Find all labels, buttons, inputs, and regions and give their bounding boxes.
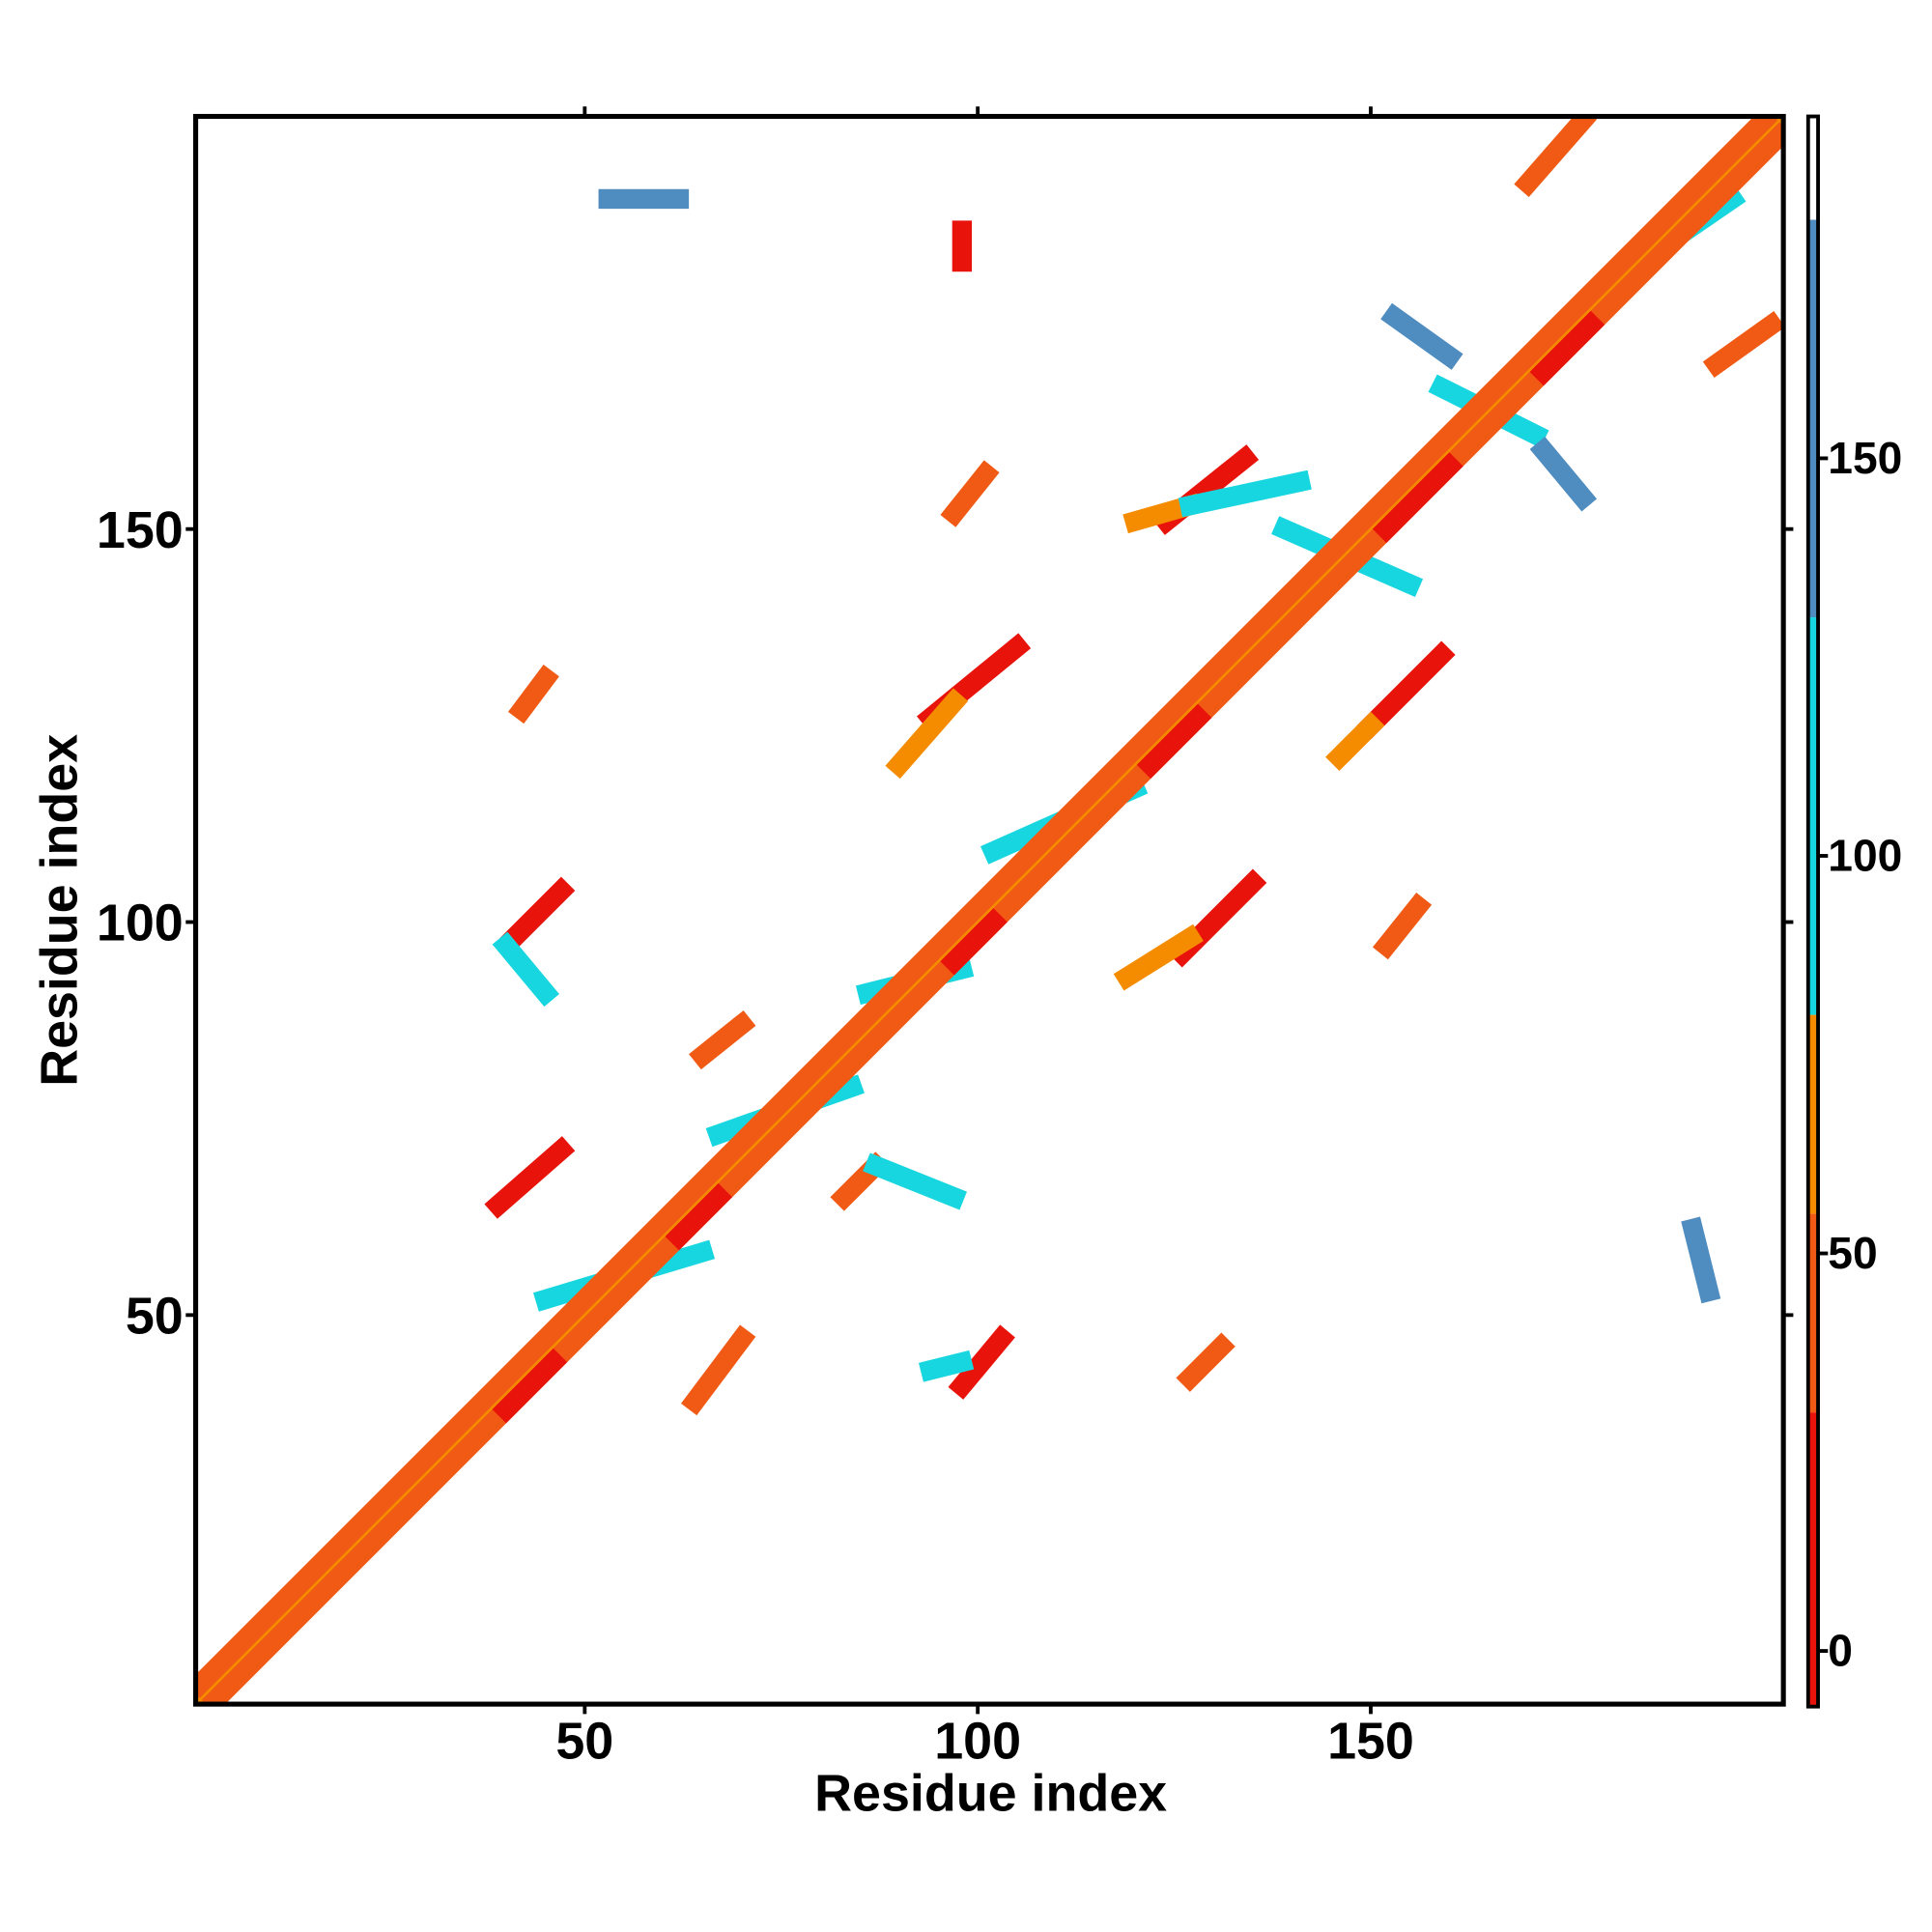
contact-streak: [1325, 711, 1385, 772]
colorbar-segment: [1807, 1213, 1819, 1413]
colorbar-tick-label: 150: [1828, 433, 1902, 483]
contact-streak: [863, 1152, 967, 1210]
plot-frame: [193, 113, 1786, 1707]
contact-streak: [1702, 310, 1784, 379]
contact-streak: [1113, 923, 1204, 991]
contact-streak: [1529, 310, 1605, 386]
x-axis-label: Residue index: [814, 1764, 1167, 1822]
x-tick-label: 50: [555, 1713, 613, 1771]
contact-streak: [1681, 1216, 1721, 1304]
contact-streak: [919, 1350, 975, 1382]
contact-streak: [1514, 116, 1598, 198]
contact-streak: [1178, 469, 1312, 518]
contact-streak: [195, 116, 1778, 1699]
colorbar-tick-label: 100: [1828, 830, 1902, 880]
contact-streak: [499, 876, 576, 952]
contact-streak: [195, 116, 1784, 1705]
contact-streak: [680, 1324, 756, 1416]
colorbar-tick-label: 50: [1828, 1228, 1877, 1278]
contact-streak: [484, 1136, 576, 1219]
contact-streak: [689, 1009, 756, 1070]
contact-streak: [940, 460, 1000, 527]
x-tick-label: 150: [1327, 1713, 1414, 1771]
contact-streak: [1356, 640, 1456, 740]
contact-streak: [1176, 1332, 1236, 1392]
y-axis-label: Residue index: [30, 734, 88, 1087]
contact-streak: [1372, 452, 1463, 544]
colorbar-segment: [1807, 617, 1819, 1015]
y-tick-label: 100: [97, 895, 184, 952]
contact-streak: [1529, 436, 1597, 512]
contact-streak: [948, 1324, 1015, 1400]
colorbar-segment: [1807, 1014, 1819, 1214]
colorbar-segment: [1807, 1412, 1819, 1707]
contact-streak: [507, 665, 559, 724]
y-tick-label: 50: [126, 1288, 184, 1346]
contact-streak: [492, 1348, 568, 1424]
contact-streak: [885, 688, 969, 780]
colorbar-frame: [1805, 114, 1820, 1709]
contact-streak: [492, 931, 559, 1008]
colorbar-segment: [1807, 116, 1819, 220]
contact-streak: [1136, 703, 1212, 780]
colorbar-tick-label: 0: [1828, 1625, 1853, 1675]
contact-streak: [1372, 892, 1433, 960]
x-tick-label: 100: [934, 1713, 1021, 1771]
colorbar-segment: [1807, 219, 1819, 618]
contact-streak: [1380, 302, 1463, 370]
contact-streak: [665, 1182, 733, 1251]
contact-streak: [940, 908, 1008, 976]
heatmap-cells: [195, 116, 1784, 1705]
y-tick-label: 150: [97, 501, 184, 559]
